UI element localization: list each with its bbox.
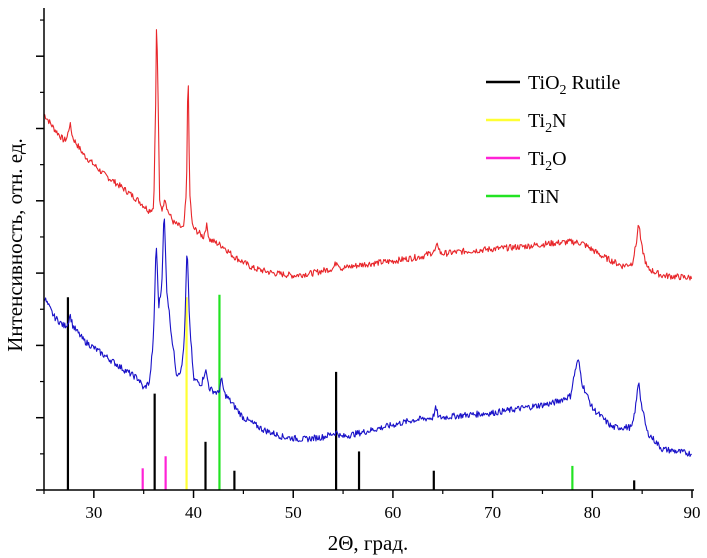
x-axis-title: 2Θ, град.: [328, 531, 409, 555]
x-tick-label: 70: [484, 503, 501, 522]
legend-label: TiO2 Rutile: [528, 72, 621, 98]
x-tick-label: 30: [85, 503, 102, 522]
x-tick-label: 90: [684, 503, 701, 522]
x-ticks: 30 40 50 60 70 80 90: [43, 490, 701, 522]
x-tick-label: 40: [185, 503, 202, 522]
x-tick-label: 50: [285, 503, 302, 522]
legend-label: Ti2N: [528, 110, 567, 136]
reference-lines: [66, 294, 636, 490]
data-series-line: [43, 218, 692, 457]
data-series-line: [43, 29, 693, 281]
series-lines: [43, 29, 693, 457]
legend-label: Ti2O: [528, 148, 567, 174]
legend-label: TiN: [528, 186, 560, 208]
legend: TiO2 Rutile Ti2N Ti2O TiN: [486, 72, 621, 208]
x-tick-label: 60: [384, 503, 401, 522]
y-axis-title: Интенсивность, отн. ед.: [3, 138, 27, 352]
axes: [43, 8, 694, 491]
x-tick-label: 80: [584, 503, 601, 522]
y-ticks: [36, 19, 44, 491]
